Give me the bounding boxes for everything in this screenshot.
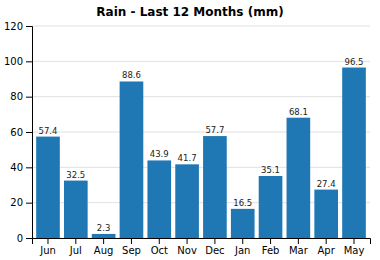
tick-mark: [26, 26, 32, 27]
grid: [32, 26, 370, 238]
x-axis: Jun Jul Aug Sep Oct Nov Dec Jan Feb Mar Apr May: [33, 238, 371, 256]
bar: [231, 209, 255, 238]
bar: [147, 160, 171, 238]
tick: Oct: [151, 238, 168, 256]
grid-line: [32, 61, 370, 62]
grid-line: [32, 132, 370, 133]
tick-label: Apr: [318, 245, 336, 256]
tick: Mar: [289, 238, 309, 256]
bars: [36, 68, 366, 238]
grid-line: [32, 167, 370, 168]
tick-label: 80: [10, 91, 23, 102]
bar: [64, 181, 88, 238]
tick: 120: [4, 21, 32, 32]
data-label: 96.5: [345, 57, 364, 67]
bar: [120, 81, 144, 238]
tick-mark: [187, 238, 188, 244]
tick: 100: [4, 56, 32, 67]
tick-mark: [26, 97, 32, 98]
tick-mark: [326, 238, 327, 244]
tick-mark: [75, 238, 76, 244]
bar: [342, 68, 366, 238]
data-label: 27.4: [317, 179, 336, 189]
tick-mark: [270, 238, 271, 244]
y-axis: 0 20 40 60 80 100 120: [4, 21, 33, 244]
tick-label: 120: [4, 21, 23, 32]
grid-line: [32, 26, 370, 27]
tick-label: 20: [10, 197, 23, 208]
bar: [259, 176, 283, 238]
data-labels: 57.4 32.5 2.3 88.6 43.9 41.7 57.7 16.5 35.1 68.1 2…: [39, 57, 364, 233]
bar: [203, 136, 227, 238]
axis-domain: [26, 27, 33, 239]
tick: Jan: [234, 238, 250, 256]
data-label: 43.9: [150, 149, 169, 159]
bar: [287, 118, 311, 238]
tick-label: 60: [10, 127, 23, 138]
title: Rain - Last 12 Months (mm): [96, 5, 283, 19]
tick-mark: [26, 61, 32, 62]
tick-mark: [214, 238, 215, 244]
tick-mark: [242, 238, 243, 244]
data-label: 16.5: [233, 198, 252, 208]
tick: May: [344, 238, 365, 256]
tick-mark: [354, 238, 355, 244]
tick: Apr: [318, 238, 336, 256]
tick: 0: [17, 233, 32, 244]
tick-mark: [298, 238, 299, 244]
tick-label: Oct: [151, 245, 168, 256]
tick: Nov: [177, 238, 197, 256]
tick-label: 0: [17, 233, 23, 244]
tick-label: Sep: [122, 245, 141, 256]
data-label: 57.7: [205, 125, 224, 135]
tick-label: Feb: [262, 245, 280, 256]
tick-label: Aug: [94, 245, 114, 256]
bar: [36, 137, 60, 238]
tick: Jun: [39, 238, 56, 256]
tick-mark: [47, 238, 48, 244]
tick-mark: [26, 132, 32, 133]
tick: Aug: [94, 238, 114, 256]
tick-label: Mar: [289, 245, 309, 256]
data-label: 88.6: [122, 70, 141, 80]
tick-mark: [131, 238, 132, 244]
tick-label: Jul: [69, 245, 82, 256]
tick-label: Dec: [205, 245, 224, 256]
data-label: 68.1: [289, 107, 308, 117]
tick-mark: [26, 167, 32, 168]
data-label: 35.1: [261, 165, 280, 175]
tick: 60: [10, 127, 32, 138]
tick-label: Nov: [177, 245, 197, 256]
chart: Rain - Last 12 Months (mm) 0 20 40 60 80 100 12…: [0, 0, 380, 260]
tick: 80: [10, 91, 32, 102]
tick-mark: [159, 238, 160, 244]
data-label: 32.5: [66, 170, 85, 180]
plot-area: 0 20 40 60 80 100 120 Jun Jul Aug Sep Oct Nov Dec Jan F…: [4, 21, 371, 256]
tick: 20: [10, 197, 32, 208]
tick: 40: [10, 162, 32, 173]
tick-label: 100: [4, 56, 23, 67]
tick: Dec: [205, 238, 224, 256]
tick-label: Jun: [39, 245, 56, 256]
tick-label: May: [344, 245, 365, 256]
tick-mark: [26, 238, 32, 239]
grid-line: [32, 96, 370, 97]
tick: Jul: [69, 238, 82, 256]
tick: Sep: [122, 238, 141, 256]
tick-label: 40: [10, 162, 23, 173]
bar: [314, 190, 338, 238]
data-label: 57.4: [39, 126, 58, 136]
data-label: 2.3: [97, 223, 111, 233]
bar: [175, 164, 199, 238]
bar: [92, 234, 116, 238]
tick-mark: [103, 238, 104, 244]
tick-label: Jan: [234, 245, 250, 256]
data-label: 41.7: [178, 153, 197, 163]
axis-domain: [33, 239, 371, 245]
tick: Feb: [262, 238, 280, 256]
tick-mark: [26, 203, 32, 204]
